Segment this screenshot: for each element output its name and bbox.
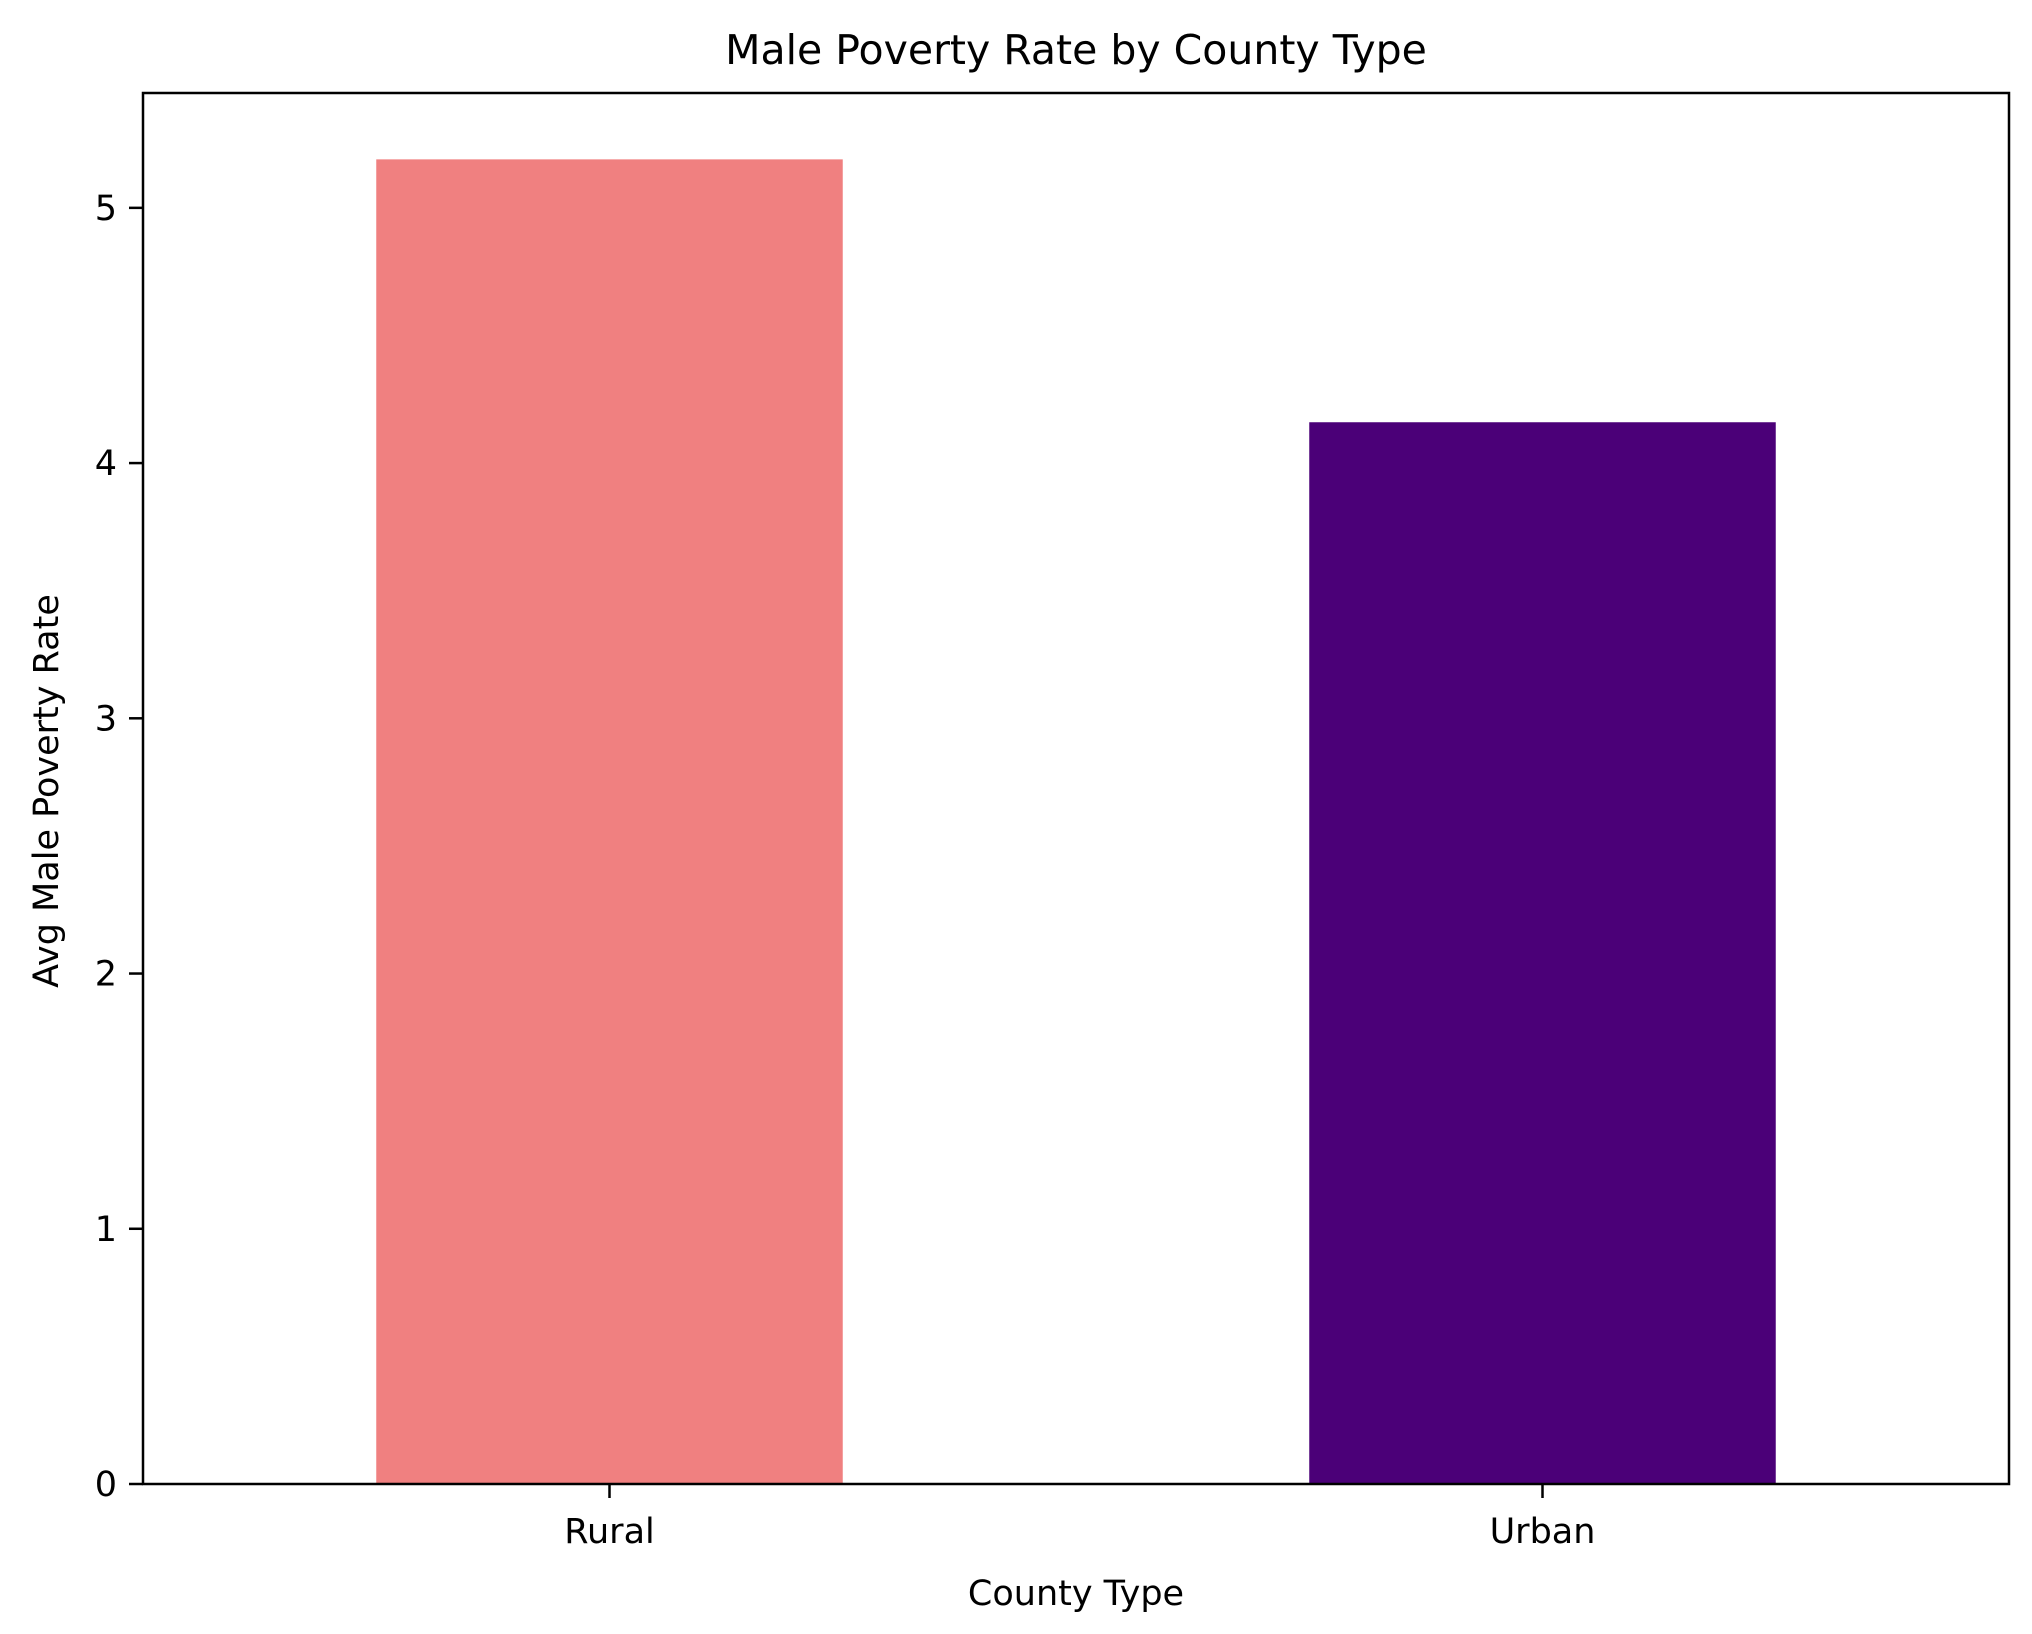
x-axis-label: County Type — [968, 1574, 1184, 1614]
y-axis-label: Avg Male Poverty Rate — [27, 594, 67, 988]
y-tick-label: 5 — [95, 189, 117, 229]
plot-area-frame — [141, 91, 2011, 1486]
y-tick-label: 1 — [95, 1210, 117, 1250]
chart-title: Male Poverty Rate by County Type — [725, 26, 1427, 74]
bar-urban — [1309, 422, 1776, 1485]
y-tick-label: 4 — [95, 444, 117, 484]
x-tick-label: Rural — [564, 1512, 655, 1552]
y-tick-label: 2 — [95, 955, 117, 995]
y-axis: 0 1 2 3 4 5 — [95, 189, 143, 1505]
x-tick-label: Urban — [1490, 1512, 1596, 1552]
bar-rural — [376, 159, 843, 1485]
x-axis: Rural Urban — [564, 1484, 1595, 1552]
bars-layer — [376, 159, 1776, 1485]
y-tick-label: 3 — [95, 699, 117, 739]
y-tick-label: 0 — [95, 1465, 117, 1505]
